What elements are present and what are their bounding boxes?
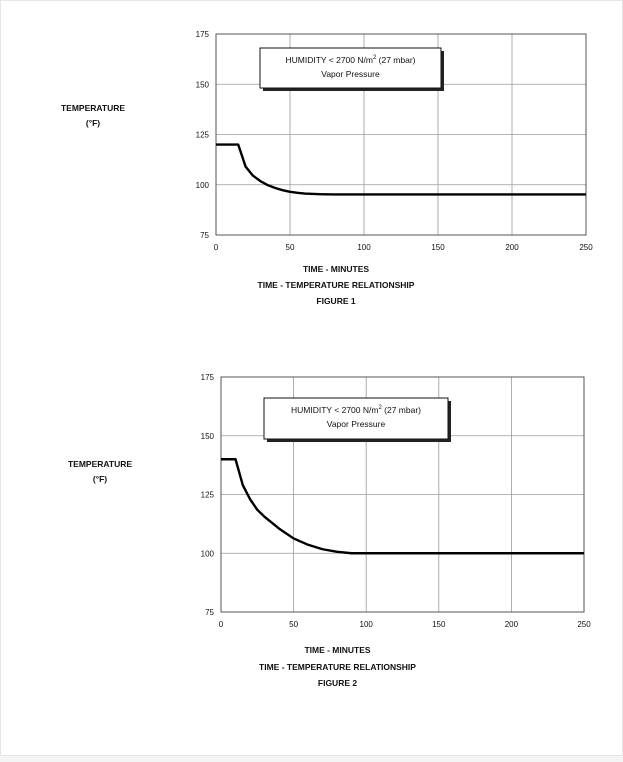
x-tick-label: 50 [286,243,295,252]
y-tick-label: 175 [201,373,215,382]
x-tick-label: 200 [505,620,519,629]
x-tick-label: 0 [214,243,219,252]
figure-number: FIGURE 2 [318,678,357,688]
figure-caption: TIME - TEMPERATURE RELATIONSHIP [258,280,415,290]
annotation-line-2: Vapor Pressure [327,419,386,429]
annotation-prefix: HUMIDITY < 2700 N/m [285,55,372,65]
x-axis-label: TIME - MINUTES [304,645,370,655]
figure-2: 0 50 100 150 200 250 75 100 125 150 175 HUMIDITY < … [68,373,591,688]
annotation-superscript: 2 [373,55,377,61]
x-tick-label: 200 [505,243,519,252]
x-tick-label: 0 [219,620,224,629]
annotation-prefix: HUMIDITY < 2700 N/m [291,405,378,415]
series-line-1 [216,143,586,196]
y-axis-label: TEMPERATURE [68,459,132,469]
annotation-line-1: HUMIDITY < 2700 N/m2 (27 mbar) [291,405,421,415]
x-tick-label: 250 [577,620,591,629]
x-tick-label: 150 [432,620,446,629]
plot-area [220,376,585,613]
annotation-line-2: Vapor Pressure [321,69,380,79]
y-tick-label: 100 [201,549,215,558]
y-tick-label: 125 [196,131,210,140]
annotation-box [263,397,449,440]
y-tick-label: 75 [205,608,214,617]
y-tick-label: 175 [196,30,210,39]
y-axis-unit: (°F) [86,118,100,128]
x-tick-label: 150 [431,243,445,252]
x-axis-label: TIME - MINUTES [303,264,369,274]
y-tick-label: 150 [201,432,215,441]
y-tick-label: 150 [196,80,210,89]
figure-number: FIGURE 1 [316,296,355,306]
y-tick-label: 125 [201,491,215,500]
figure-1: 0 50 100 150 200 250 75 100 125 150 175 HUMIDITY < … [61,30,593,306]
x-tick-label: 100 [360,620,374,629]
series-line-1 [221,458,584,555]
y-tick-label: 75 [200,231,209,240]
x-tick-label: 50 [289,620,298,629]
y-tick-label: 100 [196,181,210,190]
annotation-suffix: (27 mbar) [376,55,415,65]
y-axis-unit: (°F) [93,474,107,484]
annotation-superscript: 2 [378,405,382,411]
y-axis-label: TEMPERATURE [61,103,125,113]
annotation-suffix: (27 mbar) [382,405,421,415]
x-tick-label: 100 [357,243,371,252]
figure-caption: TIME - TEMPERATURE RELATIONSHIP [259,662,416,672]
annotation-line-1: HUMIDITY < 2700 N/m2 (27 mbar) [285,55,415,65]
x-tick-label: 250 [579,243,593,252]
plot-area [215,33,587,236]
annotation-box [259,47,442,89]
